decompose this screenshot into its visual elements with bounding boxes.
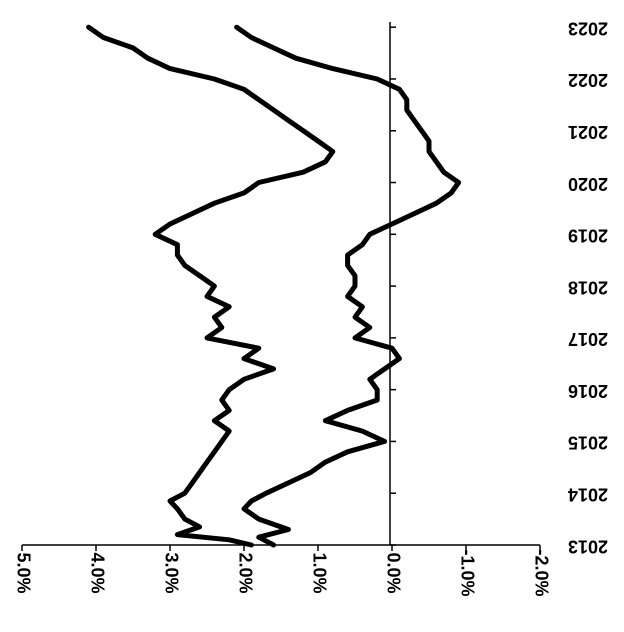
value-tick-label: 2.0%: [235, 552, 255, 593]
series-group: [86, 24, 462, 548]
year-tick-label: 2013: [568, 536, 608, 556]
axes-group: [22, 22, 540, 546]
year-tick-label: 2014: [568, 484, 608, 504]
x-tick-group: 2013 2014 2015 2016 2017 2018 2019 2020 2021 2022…: [390, 18, 608, 556]
year-tick-label: 2022: [568, 70, 608, 90]
value-tick-label: 5.0%: [13, 552, 33, 593]
year-tick-label: 2015: [568, 433, 608, 453]
year-tick-label: 2018: [568, 277, 608, 297]
value-tick-label: 0.0%: [383, 552, 403, 593]
y-tick-group: 5.0% 4.0% 3.0% 2.0% 1.0% 0.0% -1.0% -2.0%: [13, 545, 551, 597]
year-tick-label: 2023: [568, 18, 608, 38]
year-tick-label: 2020: [568, 174, 608, 194]
year-tick-label: 2017: [568, 329, 608, 349]
year-tick-label: 2016: [568, 381, 608, 401]
value-tick-label: 4.0%: [87, 552, 107, 593]
value-tick-label: 1.0%: [309, 552, 329, 593]
value-tick-label: -1.0%: [457, 549, 477, 596]
series-line-2: [234, 24, 462, 548]
year-tick-label: 2021: [568, 122, 608, 142]
year-tick-label: 2019: [568, 226, 608, 246]
value-tick-label: -2.0%: [531, 549, 551, 596]
value-tick-label: 3.0%: [161, 552, 181, 593]
series-line-1: [86, 24, 336, 548]
